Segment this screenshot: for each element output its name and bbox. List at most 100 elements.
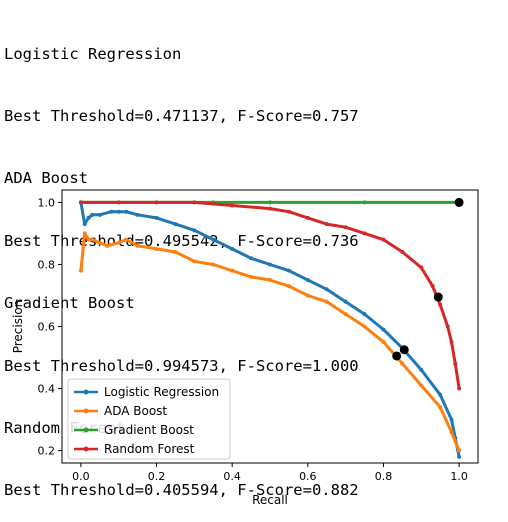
output-line: Best Threshold=0.471137, F-Score=0.757 <box>4 106 359 125</box>
y-tick-label: 0.8 <box>38 258 56 271</box>
series-point <box>230 203 235 208</box>
series-point <box>381 327 386 332</box>
series-point <box>419 383 424 388</box>
y-tick-label: 1.0 <box>38 196 56 209</box>
series-point <box>86 215 91 220</box>
series-point <box>305 293 310 298</box>
series-point <box>362 231 367 236</box>
x-tick-label: 0.8 <box>375 470 393 483</box>
series-point <box>286 268 291 273</box>
y-axis-label: Precision <box>11 300 25 354</box>
series-point <box>124 209 129 214</box>
series-point <box>192 259 197 264</box>
series-point <box>173 250 178 255</box>
series-point <box>438 405 443 410</box>
series-point <box>154 215 159 220</box>
series-point <box>82 222 87 227</box>
series-point <box>438 302 443 307</box>
series-point <box>154 246 159 251</box>
series-point <box>230 246 235 251</box>
series-point <box>116 200 121 205</box>
series-point <box>109 209 114 214</box>
series-point <box>324 299 329 304</box>
series-point <box>438 392 443 397</box>
output-line: Best Threshold=0.495542, F-Score=0.736 <box>4 231 359 250</box>
series-point <box>381 340 386 345</box>
series-point <box>305 277 310 282</box>
y-tick-label: 0.4 <box>38 383 56 396</box>
output-line: Best Threshold=0.405594, F-Score=0.882 <box>4 481 359 500</box>
series-line <box>79 200 461 390</box>
series-point <box>419 265 424 270</box>
tick-layer: 0.0 0.2 0.4 0.6 0.8 1.0 0.2 0.4 0.6 0.8 1.0 <box>38 196 468 483</box>
series-point <box>286 284 291 289</box>
series-point <box>230 268 235 273</box>
series-point <box>381 237 386 242</box>
y-tick-label: 0.2 <box>38 445 56 458</box>
series-point <box>211 237 216 242</box>
series-point <box>430 284 435 289</box>
best-threshold-marker <box>399 345 409 355</box>
x-tick-label: 0.6 <box>299 470 317 483</box>
series-point <box>457 448 462 453</box>
series-point <box>135 243 140 248</box>
series-point <box>90 212 95 217</box>
x-axis-label: Recall <box>252 493 288 507</box>
series-point <box>135 212 140 217</box>
legend-entry: ADA Boost <box>104 404 167 418</box>
legend-swatch-marker <box>83 408 89 414</box>
series-point <box>249 256 254 261</box>
series-point <box>154 200 159 205</box>
series-point <box>105 243 110 248</box>
series-point <box>268 200 272 205</box>
legend-frame <box>67 378 231 460</box>
series-point <box>449 340 454 345</box>
series-point <box>449 429 454 434</box>
x-tick-label: 0.2 <box>148 470 166 483</box>
series-point <box>449 417 454 422</box>
best-threshold-marker <box>433 292 443 302</box>
series-point <box>192 200 197 205</box>
series-point <box>192 228 197 233</box>
series-point <box>90 237 95 242</box>
output-line: Best Threshold=0.994573, F-Score=1.000 <box>4 356 359 375</box>
x-tick-label: 0.0 <box>72 470 90 483</box>
series-point <box>173 222 178 227</box>
legend-entry: Gradient Boost <box>104 423 194 437</box>
series-point <box>362 312 367 317</box>
series-point <box>419 367 424 372</box>
series-point <box>116 240 121 245</box>
series-point <box>445 324 450 329</box>
series-point <box>97 240 102 245</box>
series-point <box>305 215 310 220</box>
series-point <box>362 200 367 205</box>
legend-entry: Random Forest <box>104 442 195 456</box>
series-point <box>268 277 272 282</box>
series-point <box>400 250 405 255</box>
series-point <box>453 361 458 366</box>
series-point <box>249 274 254 279</box>
y-tick-label: 0.6 <box>38 321 56 334</box>
series-point <box>362 324 367 329</box>
x-tick-label: 1.0 <box>450 470 468 483</box>
precision-recall-chart: 0.0 0.2 0.4 0.6 0.8 1.0 0.2 0.4 0.6 0.8 1.0 Recall… <box>11 189 479 507</box>
legend-swatch-marker <box>83 427 89 433</box>
series-point <box>78 268 83 273</box>
console-output: Logistic Regression Best Threshold=0.471… <box>4 2 359 522</box>
legend-swatch-marker <box>83 389 89 395</box>
legend-swatch-marker <box>83 446 89 452</box>
series-point <box>86 237 91 242</box>
legend-entry: Logistic Regression <box>104 385 219 399</box>
output-line: ADA Boost <box>4 169 88 188</box>
series-line <box>79 200 461 459</box>
series-point <box>97 212 102 217</box>
series-point <box>286 209 291 214</box>
series-point <box>324 287 329 292</box>
series-point <box>268 262 272 267</box>
series-point <box>343 225 348 230</box>
output-line: Logistic Regression <box>4 44 182 63</box>
x-tick-label: 0.4 <box>223 470 241 483</box>
series-point <box>400 361 405 366</box>
series-point <box>78 200 83 205</box>
series-point <box>124 237 129 242</box>
